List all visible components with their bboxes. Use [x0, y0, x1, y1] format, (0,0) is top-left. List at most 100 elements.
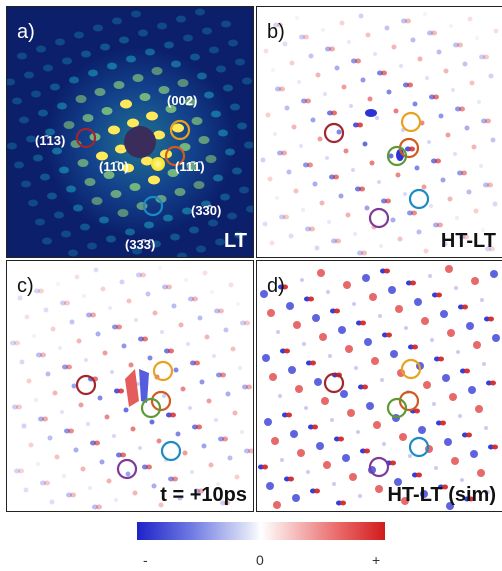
difference-spot: [38, 416, 44, 422]
difference-spot: [436, 292, 442, 298]
difference-spot: [414, 408, 420, 414]
difference-spot: [332, 482, 336, 486]
difference-spot: [130, 426, 136, 432]
difference-spot: [423, 248, 429, 254]
difference-spot: [45, 371, 51, 377]
bragg-spot: [42, 237, 52, 245]
difference-spot: [457, 42, 463, 48]
difference-spot: [489, 246, 495, 252]
difference-spot: [242, 384, 248, 390]
difference-spot: [412, 344, 418, 350]
bragg-spot: [24, 71, 34, 79]
difference-spot: [60, 410, 64, 414]
difference-spot: [188, 296, 194, 302]
bragg-spot: [197, 72, 207, 80]
difference-spot: [349, 104, 353, 108]
difference-spot: [338, 436, 344, 442]
highlight-circle-green: [386, 397, 408, 419]
difference-spot: [487, 182, 493, 188]
difference-spot: [80, 466, 86, 472]
difference-spot: [397, 236, 403, 242]
difference-spot: [86, 422, 90, 426]
difference-spot: [158, 502, 164, 508]
index-330: (33̄0): [191, 203, 222, 218]
difference-spot: [238, 366, 242, 370]
difference-spot: [300, 278, 304, 282]
difference-spot: [293, 188, 299, 194]
bragg-spot: [144, 221, 154, 229]
bragg-spot: [195, 8, 205, 16]
bragg-spot: [74, 31, 84, 39]
difference-spot: [40, 480, 46, 486]
difference-spot: [149, 419, 155, 425]
difference-spot: [421, 317, 429, 325]
difference-spot: [365, 109, 377, 117]
difference-spot: [347, 409, 355, 417]
difference-spot: [220, 500, 226, 506]
highlight-circle-yellow: [169, 119, 191, 141]
difference-spot: [445, 132, 451, 138]
difference-spot: [416, 229, 422, 235]
difference-spot: [473, 341, 481, 349]
difference-spot: [438, 356, 444, 362]
highlight-circle-blue: [142, 195, 164, 217]
difference-spot: [54, 454, 60, 460]
difference-spot: [299, 34, 305, 40]
bragg-spot: [239, 186, 249, 194]
difference-spot: [158, 266, 162, 270]
difference-spot: [362, 384, 368, 390]
difference-spot: [244, 320, 250, 326]
difference-spot: [84, 358, 88, 362]
difference-spot: [266, 482, 274, 490]
difference-spot: [175, 431, 181, 437]
highlight-circle-purple: [368, 456, 390, 478]
bragg-spot: [170, 233, 180, 241]
difference-spot: [62, 364, 68, 370]
difference-spot: [483, 182, 489, 188]
difference-spot: [308, 296, 314, 302]
bragg-spot: [141, 156, 153, 166]
difference-spot: [388, 286, 396, 294]
difference-spot: [338, 193, 344, 199]
panel-b-ht-lt: b) HT-LT: [256, 6, 502, 258]
bragg-spot: [91, 197, 103, 205]
difference-spot: [490, 137, 496, 143]
difference-spot: [381, 70, 387, 76]
difference-spot: [286, 302, 294, 310]
difference-spot: [473, 208, 479, 214]
bragg-spot: [136, 202, 148, 210]
difference-spot: [26, 378, 32, 384]
difference-spot: [290, 430, 298, 438]
difference-spot: [391, 44, 397, 50]
difference-spot: [224, 500, 230, 506]
bragg-spot: [211, 110, 221, 118]
difference-spot: [305, 226, 311, 232]
difference-spot: [170, 412, 176, 418]
bragg-spot: [163, 214, 173, 222]
difference-spot: [244, 448, 250, 454]
difference-spot: [280, 458, 284, 462]
bragg-spot: [191, 117, 203, 125]
difference-spot: [321, 397, 329, 405]
bragg-spot: [202, 27, 212, 35]
difference-spot: [378, 314, 382, 318]
difference-spot: [382, 442, 386, 446]
difference-spot: [355, 58, 361, 64]
difference-spot: [184, 278, 188, 282]
difference-spot: [454, 286, 458, 290]
difference-spot: [267, 309, 275, 317]
beam-block: [124, 126, 156, 158]
difference-pattern-10ps: [10, 266, 253, 510]
difference-spot: [390, 460, 396, 466]
difference-spot: [386, 332, 392, 338]
difference-spot: [18, 468, 24, 474]
difference-spot: [291, 124, 297, 130]
difference-spot: [49, 499, 55, 505]
difference-spot: [273, 132, 277, 136]
difference-spot: [214, 308, 220, 314]
difference-spot: [417, 56, 423, 62]
difference-spot: [277, 22, 283, 28]
difference-spot: [367, 96, 373, 102]
difference-spot: [286, 169, 292, 175]
difference-spot: [345, 212, 351, 218]
